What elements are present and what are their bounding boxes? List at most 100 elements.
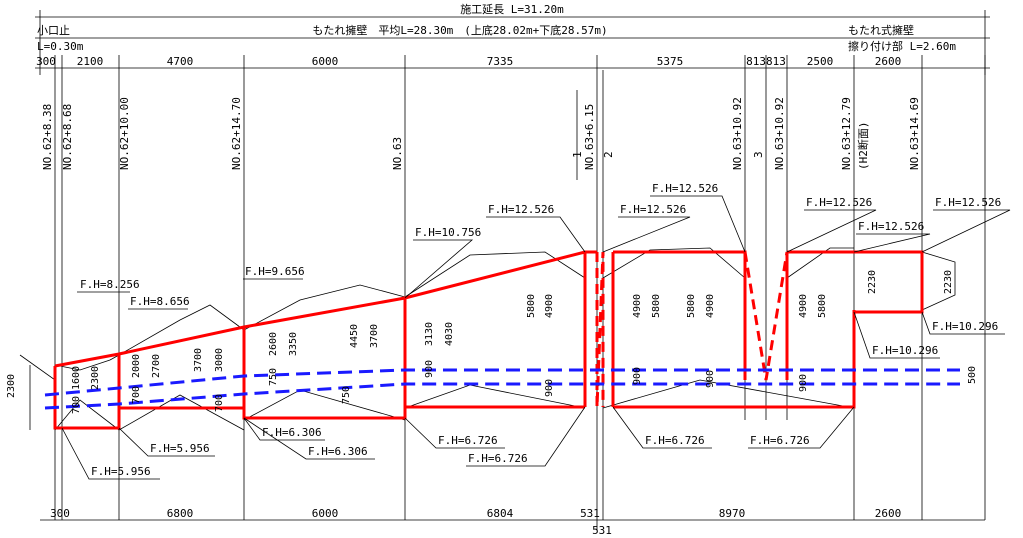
- station-labels: NO.62+8.38 NO.62+8.68 NO.62+10.00 NO.62+…: [41, 97, 921, 170]
- height-label: 500: [967, 366, 978, 384]
- fh-top: F.H=12.526: [620, 203, 686, 216]
- left-end-length: L=0.30m: [37, 40, 84, 53]
- fh-top: F.H=12.526: [935, 196, 1001, 209]
- top-dim: 5375: [657, 55, 684, 68]
- top-dim: 6000: [312, 55, 339, 68]
- section-mark: 2: [602, 151, 615, 158]
- bottom-dim: 2600: [875, 507, 902, 520]
- wall-outline: [53, 250, 924, 430]
- right-wall-label: もたれ式擁壁: [848, 23, 914, 37]
- height-label: 2300: [90, 366, 101, 390]
- fh-bottom: F.H=6.726: [438, 434, 498, 447]
- height-label: 3700: [369, 324, 380, 348]
- fh-top: F.H=8.256: [80, 278, 140, 291]
- height-label: 4030: [444, 322, 455, 346]
- top-dim: 2500: [807, 55, 834, 68]
- fh-top: F.H=12.526: [652, 182, 718, 195]
- station-note: (H2断面): [856, 122, 870, 171]
- top-dim: 4700: [167, 55, 194, 68]
- top-dim: 7335: [487, 55, 514, 68]
- height-label: 5800: [526, 294, 537, 318]
- station-label: NO.62+8.38: [41, 104, 54, 170]
- station-label: NO.63+14.69: [908, 97, 921, 170]
- height-label: 4900: [798, 294, 809, 318]
- station-label: NO.63+12.79: [840, 97, 853, 170]
- height-label: 900: [632, 367, 643, 385]
- bottom-dim: 6804: [487, 507, 514, 520]
- fh-top: F.H=12.526: [806, 196, 872, 209]
- fh-bottom: F.H=5.956: [150, 442, 210, 455]
- bottom-dim: 531: [580, 507, 600, 520]
- fh-top: F.H=12.526: [488, 203, 554, 216]
- station-label: NO.63: [391, 137, 404, 170]
- total-length-label: 施工延長 L=31.20m: [460, 3, 564, 16]
- height-label: 700: [71, 396, 82, 414]
- height-label: 700: [131, 386, 142, 404]
- fh-bottom: F.H=6.726: [750, 434, 810, 447]
- height-label: 2600: [268, 332, 279, 356]
- height-label: 5800: [651, 294, 662, 318]
- height-label: 900: [544, 379, 555, 397]
- height-label: 2000: [131, 354, 142, 378]
- top-dim: 2100: [77, 55, 104, 68]
- height-label: 3350: [288, 332, 299, 356]
- top-dim: 2600: [875, 55, 902, 68]
- height-label: 5800: [686, 294, 697, 318]
- bottom-dim: 6000: [312, 507, 339, 520]
- height-label: 2700: [151, 354, 162, 378]
- bottom-dim: 300: [50, 507, 70, 520]
- station-label: NO.63+10.92: [731, 97, 744, 170]
- leader-lines: [19, 247, 956, 431]
- station-label: NO.63+6.15: [583, 104, 596, 170]
- height-label: 750: [341, 386, 352, 404]
- fh-bottom: F.H=10.296: [932, 320, 998, 333]
- right-wall-length: 擦り付け部 L=2.60m: [848, 39, 956, 53]
- bottom-dimensions: 300 6800 6000 6804 531 8970 2600 531: [50, 507, 901, 537]
- fh-bottom: F.H=6.726: [468, 452, 528, 465]
- bottom-dim: 8970: [719, 507, 746, 520]
- station-label: NO.62+14.70: [230, 97, 243, 170]
- header-lines: [35, 10, 990, 75]
- height-label: 3130: [424, 322, 435, 346]
- height-label: 2230: [867, 270, 878, 294]
- pipe-lines: [44, 368, 960, 410]
- height-label: 900: [705, 370, 716, 388]
- bottom-dimension-line: [40, 519, 985, 530]
- height-labels: 2300 1600 2300 700 2000 2700 700 3700 30…: [6, 270, 978, 414]
- bottom-sub-dim: 531: [592, 524, 612, 537]
- height-label: 5800: [817, 294, 828, 318]
- height-label: 900: [798, 374, 809, 392]
- station-label: NO.63+10.92: [773, 97, 786, 170]
- station-label: NO.62+8.68: [61, 104, 74, 170]
- bottom-dim: 6800: [167, 507, 194, 520]
- top-dimensions: 300 2100 4700 6000 7335 5375 813813 2500…: [36, 55, 901, 68]
- fh-bottom: F.H=10.296: [872, 344, 938, 357]
- height-label: 750: [268, 368, 279, 386]
- fh-bottom: F.H=6.306: [308, 445, 368, 458]
- height-label: 4450: [349, 324, 360, 348]
- height-label: 3700: [193, 348, 204, 372]
- height-label: 900: [424, 360, 435, 378]
- height-label: 2230: [943, 270, 954, 294]
- middle-wall-label: もたれ擁壁 平均L=28.30m (上底28.02m+下底28.57m): [312, 23, 607, 37]
- height-label: 4900: [632, 294, 643, 318]
- height-label: 700: [214, 394, 225, 412]
- height-label: 2300: [6, 374, 17, 398]
- height-label: 3000: [214, 348, 225, 372]
- fh-top-labels: F.H=8.256 F.H=8.656 F.H=9.656 F.H=10.756…: [77, 182, 1011, 310]
- fh-bottom: F.H=5.956: [91, 465, 151, 478]
- height-label: 4900: [544, 294, 555, 318]
- fh-bottom: F.H=6.306: [262, 426, 322, 439]
- fh-top: F.H=10.756: [415, 226, 481, 239]
- station-label: NO.62+10.00: [118, 97, 131, 170]
- section-mark: 3: [752, 151, 765, 158]
- fh-bottom-labels: F.H=5.956 F.H=5.956 F.H=6.306 F.H=6.306 …: [61, 311, 1005, 480]
- top-dim: 300: [36, 55, 56, 68]
- fh-top: F.H=9.656: [245, 265, 305, 278]
- height-label: 4900: [705, 294, 716, 318]
- fh-top: F.H=8.656: [130, 295, 190, 308]
- fh-bottom: F.H=6.726: [645, 434, 705, 447]
- fh-top: F.H=12.526: [858, 220, 924, 233]
